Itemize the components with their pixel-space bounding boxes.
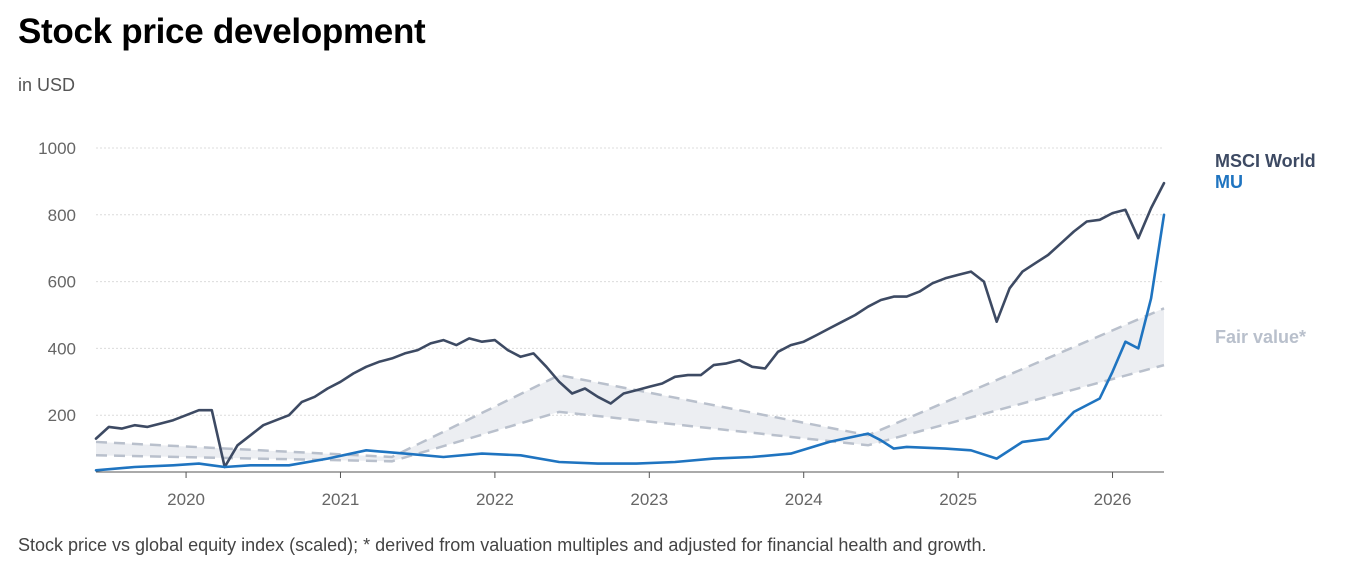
series-line-mu xyxy=(94,213,1166,472)
legend-label-msci-world: MSCI World xyxy=(1215,151,1316,171)
axis-layer: 200 400 600 800 1000 2020 2021 2022 2023 2024 2025… xyxy=(38,139,1164,509)
x-tick-label-2021: 2021 xyxy=(322,490,360,509)
x-tick-label-2022: 2022 xyxy=(476,490,514,509)
stock-price-chart: 200 400 600 800 1000 2020 2021 2022 2023 2024 2025… xyxy=(38,139,1316,509)
series-line-msci-world xyxy=(94,181,1166,469)
chart-subtitle: in USD xyxy=(18,75,76,95)
grid-layer xyxy=(96,147,1164,416)
y-tick-label-600: 600 xyxy=(48,273,76,292)
y-tick-label-800: 800 xyxy=(48,206,76,225)
fair-value-band xyxy=(95,307,1165,463)
x-tick-label-2025: 2025 xyxy=(939,490,977,509)
fair-value-lower-line xyxy=(95,363,1165,463)
legend-label-fair-value: Fair value* xyxy=(1215,327,1306,347)
x-tick-label-2024: 2024 xyxy=(785,490,823,509)
series-layer xyxy=(94,181,1166,472)
fair-value-upper-line xyxy=(95,307,1165,459)
y-tick-label-1000: 1000 xyxy=(38,139,76,158)
x-tick-label-2026: 2026 xyxy=(1094,490,1132,509)
y-tick-label-400: 400 xyxy=(48,339,76,358)
chart-caption: Stock price vs global equity index (scal… xyxy=(18,535,987,555)
legend-label-mu: MU xyxy=(1215,172,1243,192)
chart-title: Stock price development xyxy=(18,12,426,51)
fair-value-band-area xyxy=(96,308,1164,462)
y-tick-label-200: 200 xyxy=(48,406,76,425)
x-tick-label-2023: 2023 xyxy=(630,490,668,509)
x-tick-label-2020: 2020 xyxy=(167,490,205,509)
